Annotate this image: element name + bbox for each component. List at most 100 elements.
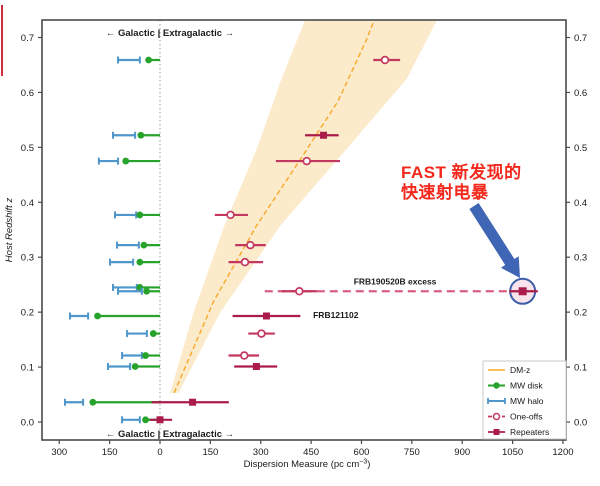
y-tick-label-left: 0.3 <box>21 253 34 264</box>
galactic-row <box>121 352 160 360</box>
one-off-marker <box>302 156 311 166</box>
repeater-marker <box>262 312 270 320</box>
y-tick-label-left: 0.2 <box>21 308 34 319</box>
x-tick-label: 900 <box>454 447 470 458</box>
mw-disk-marker <box>149 330 157 337</box>
x-axis-label: Dispersion Measure (pc cm−3) <box>244 459 371 471</box>
y-tick-label-left: 0.0 <box>21 418 34 429</box>
legend-item: One-offs <box>488 412 542 422</box>
mw-disk-marker <box>136 258 144 266</box>
galactic-row <box>63 398 160 406</box>
y-tick-label-left: 0.4 <box>21 198 34 209</box>
one-off-marker <box>226 210 235 220</box>
legend-item: MW disk <box>488 381 543 391</box>
frb-point <box>373 55 401 65</box>
one-off-marker <box>240 351 249 360</box>
one-off-marker <box>295 287 304 296</box>
mw-disk-marker <box>137 131 145 139</box>
repeater-marker <box>320 131 328 139</box>
blue-arrow-annotation <box>469 203 520 278</box>
x-tick-label: 150 <box>202 447 218 458</box>
frb-point <box>305 131 339 139</box>
y-tick-label-left: 0.6 <box>21 88 34 99</box>
y-tick-label-right: 0.0 <box>574 418 587 429</box>
x-tick-label: 300 <box>253 447 269 458</box>
galactic-row <box>111 283 160 291</box>
galactic-row <box>117 56 160 64</box>
x-tick-label: 1050 <box>502 447 523 458</box>
frb121102-label: FRB121102 <box>313 310 359 320</box>
repeater-marker <box>189 398 197 406</box>
galactic-row <box>111 131 160 139</box>
x-tick-label: 1200 <box>552 447 573 458</box>
slide-edge-mark <box>1 5 3 76</box>
frb-point <box>228 257 264 267</box>
fast-annotation: FAST 新发现的 快速射电暴 <box>401 163 522 203</box>
frb-point <box>151 398 229 406</box>
mw-disk-marker <box>142 352 149 359</box>
x-tick-label: 750 <box>404 447 420 458</box>
fast-annotation-line2: 快速射电暴 <box>401 183 489 202</box>
frb-point <box>149 416 173 424</box>
galactic-row <box>97 157 160 165</box>
y-tick-label-right: 0.2 <box>574 308 587 319</box>
galactic-row <box>116 241 160 249</box>
legend-item-label: MW halo <box>510 396 544 406</box>
galactic-row <box>106 363 160 371</box>
y-axis-label: Host Redshift z <box>4 198 15 263</box>
x-tick-label: 150 <box>102 447 118 458</box>
y-tick-label-right: 0.5 <box>574 143 587 154</box>
one-off-marker <box>257 329 266 338</box>
frb-point <box>232 312 301 320</box>
mw-disk-marker <box>140 241 148 249</box>
galactic-row <box>69 312 160 320</box>
plot-frame <box>41 19 567 441</box>
frb-point <box>228 351 260 360</box>
legend-repeater-marker <box>493 429 500 435</box>
y-tick-label-left: 0.7 <box>21 33 34 44</box>
mw-disk-marker <box>136 211 144 219</box>
y-tick-label-right: 0.1 <box>574 363 587 374</box>
fast-annotation-line1: FAST 新发现的 <box>401 163 522 182</box>
frb190520b-measured <box>509 287 538 296</box>
y-tick-label-right: 0.7 <box>574 33 587 44</box>
one-off-marker <box>246 240 255 250</box>
frb190520b-excess-label: FRB190520B excess <box>354 277 437 287</box>
galactic-row <box>114 211 160 219</box>
mw-disk-marker <box>122 157 130 165</box>
legend-item: MW halo <box>487 396 544 406</box>
y-tick-label-right: 0.6 <box>574 88 587 99</box>
legend-item-label: Repeaters <box>510 427 549 437</box>
frb-point <box>275 156 340 166</box>
legend-item-label: MW disk <box>510 381 543 391</box>
frb-point <box>281 287 317 296</box>
y-tick-label-right: 0.3 <box>574 253 587 264</box>
y-tick-label-left: 0.1 <box>21 363 34 374</box>
dmz-uncertainty-band <box>170 19 437 393</box>
x-tick-label: 0 <box>157 447 162 458</box>
repeater-marker <box>156 416 164 424</box>
frb-point <box>248 329 275 338</box>
region-label-bottom: ← Galactic | Extragalactic → <box>106 429 234 440</box>
one-off-marker <box>380 55 390 65</box>
legend-disk-marker <box>493 382 500 389</box>
mw-disk-marker <box>94 312 101 320</box>
region-label-top: ← Galactic | Extragalactic → <box>106 28 234 39</box>
y-tick-label-right: 0.4 <box>574 198 587 209</box>
legend-oneoff-marker <box>492 412 501 421</box>
frb-point <box>235 240 266 250</box>
mw-disk-marker <box>89 398 97 406</box>
legend-item: DM-z <box>488 365 530 375</box>
repeater-marker <box>252 363 260 371</box>
mw-disk-marker <box>145 56 152 64</box>
legend-item: Repeaters <box>488 427 549 437</box>
one-off-marker <box>240 257 250 267</box>
legend-item-label: DM-z <box>510 365 530 375</box>
legend-item-label: One-offs <box>510 412 542 422</box>
mw-disk-marker <box>142 416 149 424</box>
repeater-marker <box>518 287 527 296</box>
galactic-row <box>117 287 160 295</box>
x-tick-label: 300 <box>51 447 67 458</box>
frb-point <box>234 363 278 371</box>
